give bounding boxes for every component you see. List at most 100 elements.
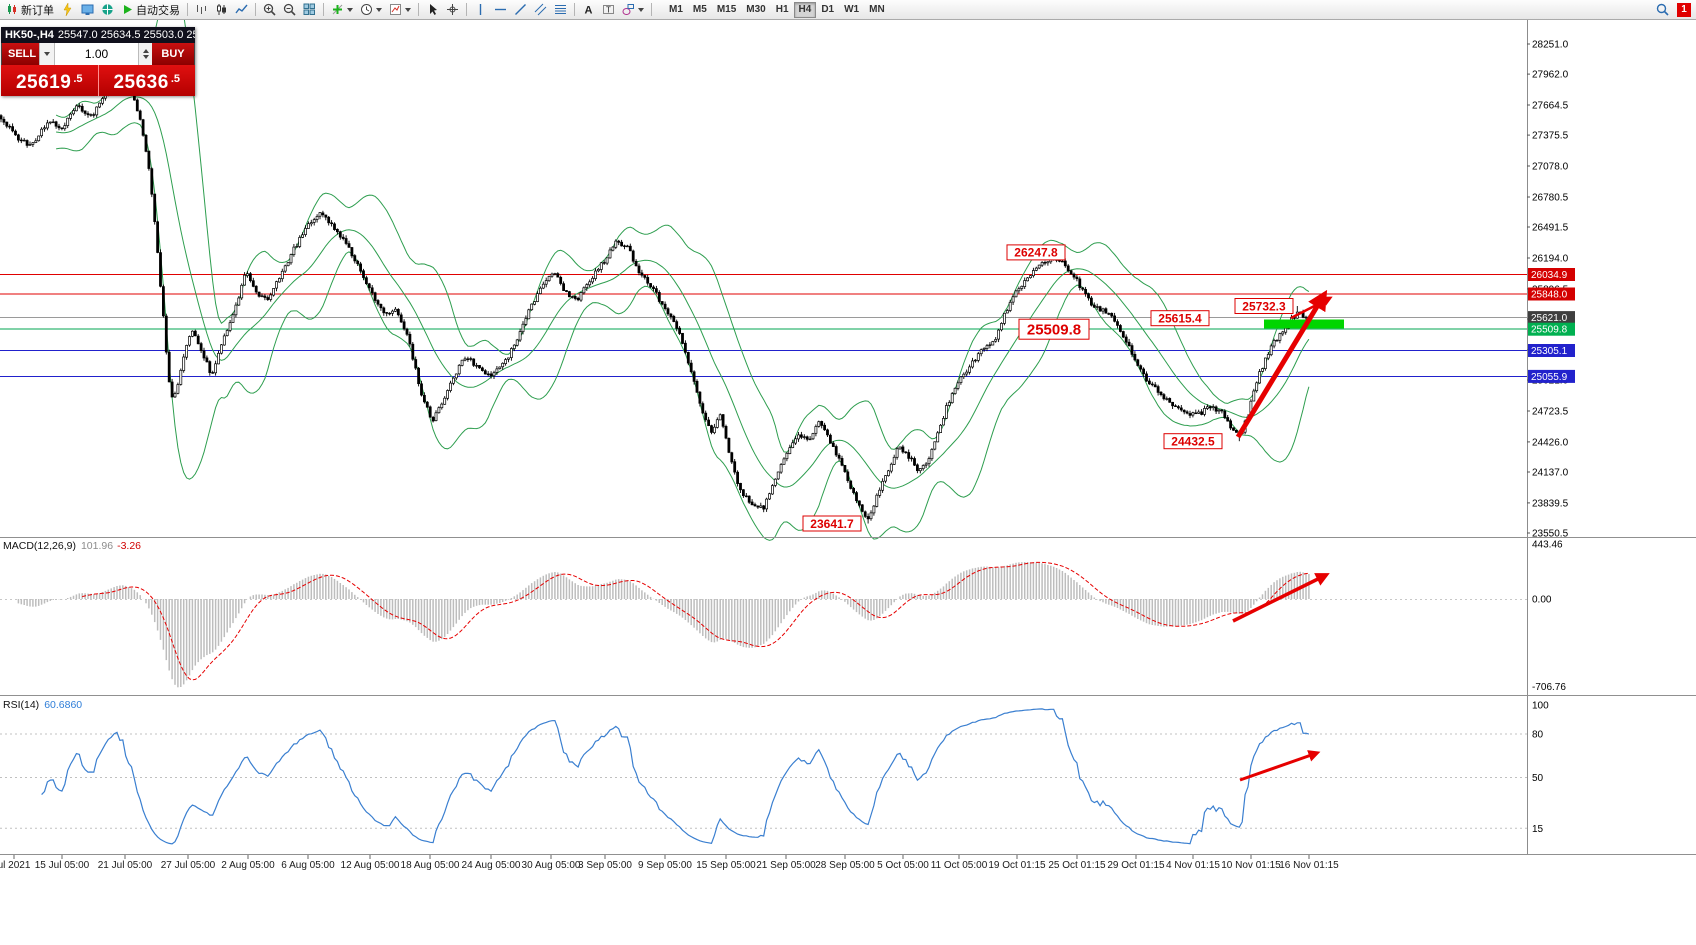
zoom-in-icon: [263, 3, 276, 16]
time-tick-label: 29 Oct 01:15: [1107, 860, 1165, 871]
buy-button[interactable]: BUY: [152, 43, 194, 65]
chevron-down-icon: [347, 7, 353, 12]
new-order-button-label: 新订单: [21, 4, 54, 17]
time-tick-label: 18 Aug 05:00: [401, 860, 460, 871]
axis-price-label-bg: [1528, 369, 1575, 383]
macd-axis-label: 443.46: [1532, 540, 1563, 551]
timeframe-button-w1[interactable]: W1: [839, 2, 864, 18]
axis-price-label: 26034.9: [1531, 270, 1568, 281]
shapes-button[interactable]: [619, 1, 647, 18]
cursor-icon: [426, 3, 439, 16]
price-annotation[interactable]: 23641.7: [802, 515, 862, 532]
timeframe-button-m30[interactable]: M30: [741, 2, 770, 18]
hline-icon: [494, 3, 507, 16]
indicators-button[interactable]: [328, 1, 356, 18]
macd-axis-label: 0.00: [1532, 595, 1552, 606]
zoom-out-button[interactable]: [280, 1, 299, 18]
macd-value: 101.96: [80, 540, 114, 552]
price-annotations: 26247.8 25732.3 25615.4 25509.8 24432.5 23641…: [802, 244, 1294, 532]
channel-button[interactable]: [531, 1, 550, 18]
vertical-line-button[interactable]: [471, 1, 490, 18]
toolbar-separator: [418, 3, 419, 16]
time-tick-label: 30 Aug 05:00: [522, 860, 581, 871]
sell-button[interactable]: SELL: [2, 43, 39, 65]
timeframe-button-m1[interactable]: M1: [664, 2, 688, 18]
tile-windows-button[interactable]: [300, 1, 319, 18]
zoom-in-button[interactable]: [260, 1, 279, 18]
price-tick-label: 27664.5: [1532, 101, 1569, 112]
buy-price: 25636: [113, 72, 169, 93]
volume-input[interactable]: [55, 43, 138, 65]
stepper-up-icon: [142, 49, 149, 53]
timeframe-button-h4[interactable]: H4: [793, 1, 817, 18]
order-type-dropdown[interactable]: [39, 43, 55, 65]
crosshair-button[interactable]: [443, 1, 462, 18]
timeframe-button-m5[interactable]: M5: [688, 2, 712, 18]
price-tick-label: 23550.5: [1532, 529, 1569, 540]
monitor-icon: [81, 3, 94, 16]
new-order-button[interactable]: 新订单: [3, 1, 57, 18]
candle-chart-button[interactable]: [212, 1, 231, 18]
time-tick-label: ul 2021: [0, 860, 31, 871]
cursor-button[interactable]: [423, 1, 442, 18]
volume-stepper[interactable]: [138, 43, 152, 65]
trend-arrow[interactable]: [1290, 296, 1333, 320]
chevron-down-icon: [405, 7, 411, 12]
price-tick-label: 28251.0: [1532, 40, 1569, 51]
community-button[interactable]: [98, 1, 117, 18]
price-annotation[interactable]: 25615.4: [1150, 310, 1210, 327]
buy-price-box[interactable]: 25636 .5: [97, 65, 195, 96]
price-tick-label: 24426.0: [1532, 437, 1569, 448]
toolbar: 新订单 自动交易 A T M1 M5 M15 M30 H1 H4 D1 W1 MN 1: [0, 0, 1696, 20]
line-chart-button[interactable]: [232, 1, 251, 18]
trend-arrow[interactable]: [1235, 289, 1328, 439]
fibonacci-button[interactable]: [551, 1, 570, 18]
timeframe-button-d1[interactable]: D1: [816, 2, 839, 18]
template-icon: [389, 3, 402, 16]
horizontal-line-button[interactable]: [491, 1, 510, 18]
toolbar-separator: [187, 3, 188, 16]
level-lines-group: [0, 274, 1527, 377]
macd-axis-labels: 443.46 0.00 -706.76: [1532, 540, 1566, 693]
trend-arrows: [1232, 289, 1333, 782]
notification-badge[interactable]: 1: [1677, 2, 1691, 17]
time-tick-label: 5 Oct 05:00: [877, 860, 929, 871]
trend-arrow[interactable]: [1239, 750, 1321, 782]
text-button[interactable]: A: [579, 1, 598, 18]
price-annotation[interactable]: 26247.8: [1006, 244, 1066, 261]
sell-price-box[interactable]: 25619 .5: [1, 65, 98, 96]
price-annotation[interactable]: 25732.3: [1234, 298, 1294, 314]
svg-text:A: A: [585, 5, 593, 17]
label-button[interactable]: T: [599, 1, 618, 18]
templates-button[interactable]: [386, 1, 414, 18]
bar-chart-button[interactable]: [192, 1, 211, 18]
price-annotation[interactable]: 25509.8: [1018, 318, 1090, 340]
svg-text:26247.8: 26247.8: [1014, 246, 1058, 260]
price-annotation[interactable]: 24432.5: [1163, 433, 1223, 450]
periods-button[interactable]: [357, 1, 385, 18]
timeframe-button-m15[interactable]: M15: [712, 2, 741, 18]
time-tick-label: 11 Oct 05:00: [931, 860, 988, 871]
axis-price-label: 25305.1: [1531, 346, 1568, 357]
time-tick-label: 4 Nov 01:15: [1166, 860, 1220, 871]
trendline-button[interactable]: [511, 1, 530, 18]
search-button[interactable]: [1653, 1, 1672, 18]
price-tick-label: 27078.0: [1532, 162, 1569, 173]
globe-icon: [101, 3, 114, 16]
axis-price-label: 25509.8: [1531, 325, 1568, 336]
sell-price-fraction: .5: [73, 73, 83, 85]
timeframe-button-mn[interactable]: MN: [864, 2, 890, 18]
timeframe-button-h1[interactable]: H1: [771, 2, 794, 18]
time-tick-label: 10 Nov 01:15: [1221, 860, 1281, 871]
market-watch-button[interactable]: [78, 1, 97, 18]
trend-arrow[interactable]: [1232, 573, 1330, 623]
macd-axis-label: -706.76: [1532, 682, 1566, 693]
lightning-button[interactable]: [58, 1, 77, 18]
bollinger-middle-band: [56, 96, 1310, 489]
svg-text:T: T: [606, 6, 611, 15]
price-tick-label: 27962.0: [1532, 70, 1569, 81]
auto-trading-button[interactable]: 自动交易: [118, 1, 183, 18]
